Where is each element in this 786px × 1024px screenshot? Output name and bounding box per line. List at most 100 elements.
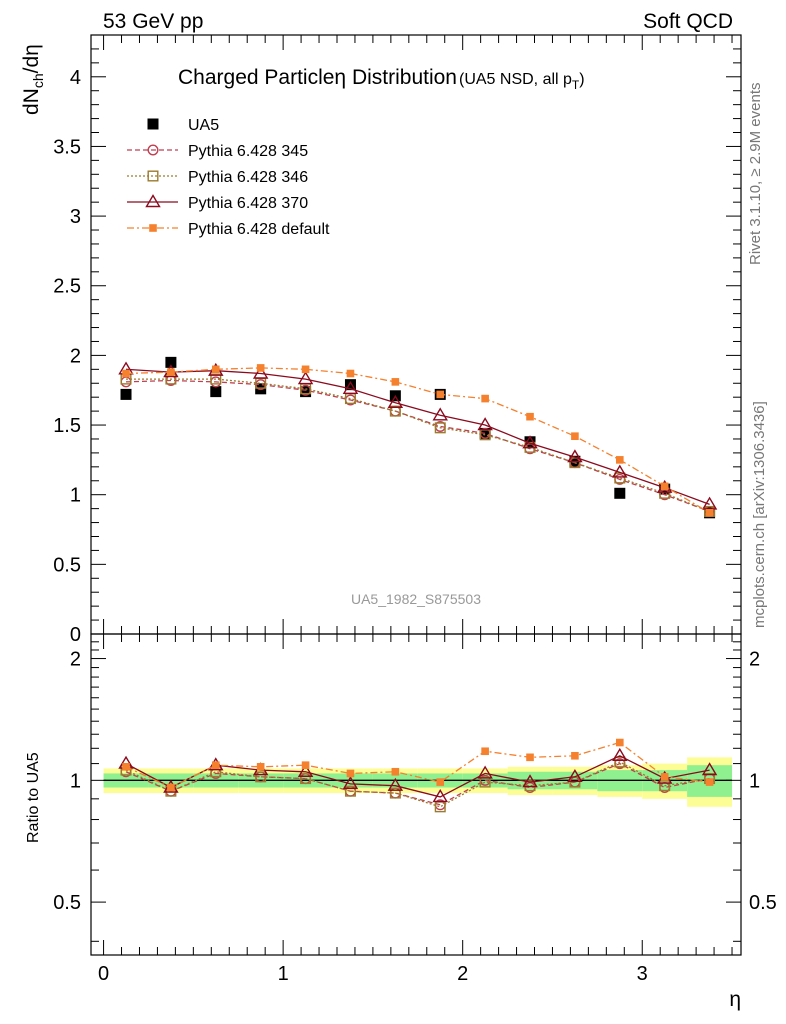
data-point-p370 bbox=[612, 464, 628, 478]
y-tick-label: 1.5 bbox=[53, 415, 81, 437]
ratio-point-pdef bbox=[481, 747, 489, 756]
ratio-point-pdef bbox=[705, 778, 714, 786]
ratio-line-p346 bbox=[125, 761, 710, 808]
legend-marker-p370 bbox=[145, 194, 161, 208]
ratio-point-p370 bbox=[432, 789, 448, 803]
series-pdef bbox=[122, 364, 714, 517]
data-point-pdef bbox=[256, 364, 265, 372]
ratio-line-p345 bbox=[125, 762, 710, 806]
ratio-panel: 0.5 0.5 1 1 2 2 0 1 2 3 bbox=[53, 633, 777, 985]
data-point-p370 bbox=[252, 365, 269, 379]
data-point-p370 bbox=[387, 394, 404, 408]
ratio-point-pdef bbox=[211, 761, 220, 769]
ratio-point-pdef bbox=[436, 778, 445, 786]
ratio-series-pdef bbox=[122, 738, 714, 792]
legend-entry: UA5 bbox=[147, 117, 219, 134]
series-line-pdef bbox=[125, 367, 710, 514]
ratio-point-pdef bbox=[615, 738, 624, 747]
data-point-pdef bbox=[615, 456, 624, 464]
data-point-pdef bbox=[660, 482, 669, 491]
data-point-p370 bbox=[342, 380, 359, 395]
x-tick-label: 3 bbox=[637, 963, 648, 985]
data-point-data bbox=[479, 427, 491, 439]
data-point-pdef bbox=[436, 390, 445, 399]
x-tick-label: 2 bbox=[457, 963, 468, 985]
series-p370 bbox=[118, 361, 718, 510]
data-point-p370 bbox=[701, 496, 718, 510]
analysis-watermark: UA5_1982_S875503 bbox=[351, 591, 481, 607]
data-point-p346 bbox=[389, 405, 401, 417]
ratio-point-p370 bbox=[477, 765, 493, 779]
data-point-pdef bbox=[122, 369, 130, 378]
legend-marker-p346 bbox=[147, 170, 159, 182]
data-point-pdef bbox=[391, 378, 400, 386]
header-right: Soft QCD bbox=[643, 10, 733, 33]
ratio-point-p346 bbox=[614, 756, 626, 768]
y-tick-label: 0 bbox=[70, 624, 81, 646]
mcplots-label: mcplots.cern.ch [arXiv:1306.3436] bbox=[751, 401, 768, 628]
y-tick-label: 2.5 bbox=[53, 276, 81, 298]
ratio-point-p346 bbox=[659, 780, 671, 792]
ratio-point-pdef bbox=[571, 751, 579, 760]
y-tick-label: 3 bbox=[70, 206, 81, 228]
rivet-label: Rivet 3.1.10, ≥ 2.9M events bbox=[747, 83, 764, 266]
ratio-y-tick-label-right: 2 bbox=[749, 649, 760, 671]
legend-entry: Pythia 6.428 345 bbox=[127, 143, 308, 160]
ratio-y-tick-label-right: 0.5 bbox=[749, 892, 777, 914]
series-line-p346 bbox=[126, 378, 710, 513]
data-point-data bbox=[344, 379, 356, 391]
ratio-point-p370 bbox=[387, 777, 404, 791]
legend-marker-pdef bbox=[149, 224, 157, 232]
ratio-point-p370 bbox=[567, 768, 583, 783]
legend-entry: Pythia 6.428 370 bbox=[127, 194, 308, 212]
ratio-point-p370 bbox=[701, 762, 718, 776]
ratio-y-axis-label: Ratio to UA5 bbox=[25, 752, 42, 843]
y-tick-label: 2 bbox=[70, 345, 81, 367]
legend-label: Pythia 6.428 346 bbox=[188, 169, 308, 186]
y-tick-label: 4 bbox=[70, 67, 81, 89]
data-point-p346 bbox=[210, 373, 222, 385]
x-tick-label: 0 bbox=[98, 963, 109, 985]
ratio-y-tick-label: 2 bbox=[70, 649, 81, 671]
x-axis-label: η bbox=[729, 988, 741, 1011]
ratio-point-p370 bbox=[522, 774, 538, 788]
data-point-pdef bbox=[526, 412, 534, 421]
data-point-pdef bbox=[211, 365, 220, 374]
legend: UA5 Pythia 6.428 345 Pythia 6.428 346 Pythi… bbox=[127, 117, 330, 238]
ratio-point-p346 bbox=[255, 771, 267, 783]
legend-label: UA5 bbox=[188, 117, 219, 134]
header-left: 53 GeV pp bbox=[103, 10, 203, 33]
legend-marker-data bbox=[147, 118, 159, 130]
data-point-p370 bbox=[432, 407, 448, 421]
data-point-p346 bbox=[434, 422, 446, 434]
data-point-p370 bbox=[522, 435, 538, 449]
ratio-point-p346 bbox=[300, 773, 312, 785]
ratio-point-pdef bbox=[391, 767, 400, 776]
y-axis-label: dNch/dη bbox=[20, 44, 46, 115]
data-point-pdef bbox=[301, 365, 310, 374]
data-point-pdef bbox=[571, 432, 579, 440]
legend-marker-p345 bbox=[147, 144, 159, 156]
data-point-data bbox=[524, 436, 536, 448]
legend-label: Pythia 6.428 default bbox=[188, 221, 330, 238]
ratio-y-tick-label: 1 bbox=[70, 770, 81, 792]
legend-entry: Pythia 6.428 346 bbox=[127, 169, 308, 186]
ratio-point-pdef bbox=[122, 763, 130, 771]
data-point-pdef bbox=[481, 394, 489, 403]
series-line-p345 bbox=[125, 379, 710, 513]
ratio-point-p346 bbox=[524, 780, 536, 792]
ratio-point-pdef bbox=[301, 761, 310, 769]
ratio-point-pdef bbox=[526, 753, 534, 762]
data-point-p370 bbox=[567, 449, 583, 463]
data-point-p346 bbox=[614, 472, 626, 484]
main-panel: 0 0.5 1 1.5 2 2.5 3 3.5 4 bbox=[53, 34, 742, 646]
data-point-data bbox=[210, 386, 222, 398]
ratio-point-p370 bbox=[342, 776, 359, 790]
legend-label: Pythia 6.428 370 bbox=[188, 195, 308, 212]
ratio-point-pdef bbox=[167, 783, 175, 792]
data-point-data bbox=[165, 356, 177, 368]
ratio-point-p346 bbox=[344, 785, 356, 797]
x-tick-label: 1 bbox=[278, 963, 289, 985]
data-point-p370 bbox=[477, 417, 493, 431]
